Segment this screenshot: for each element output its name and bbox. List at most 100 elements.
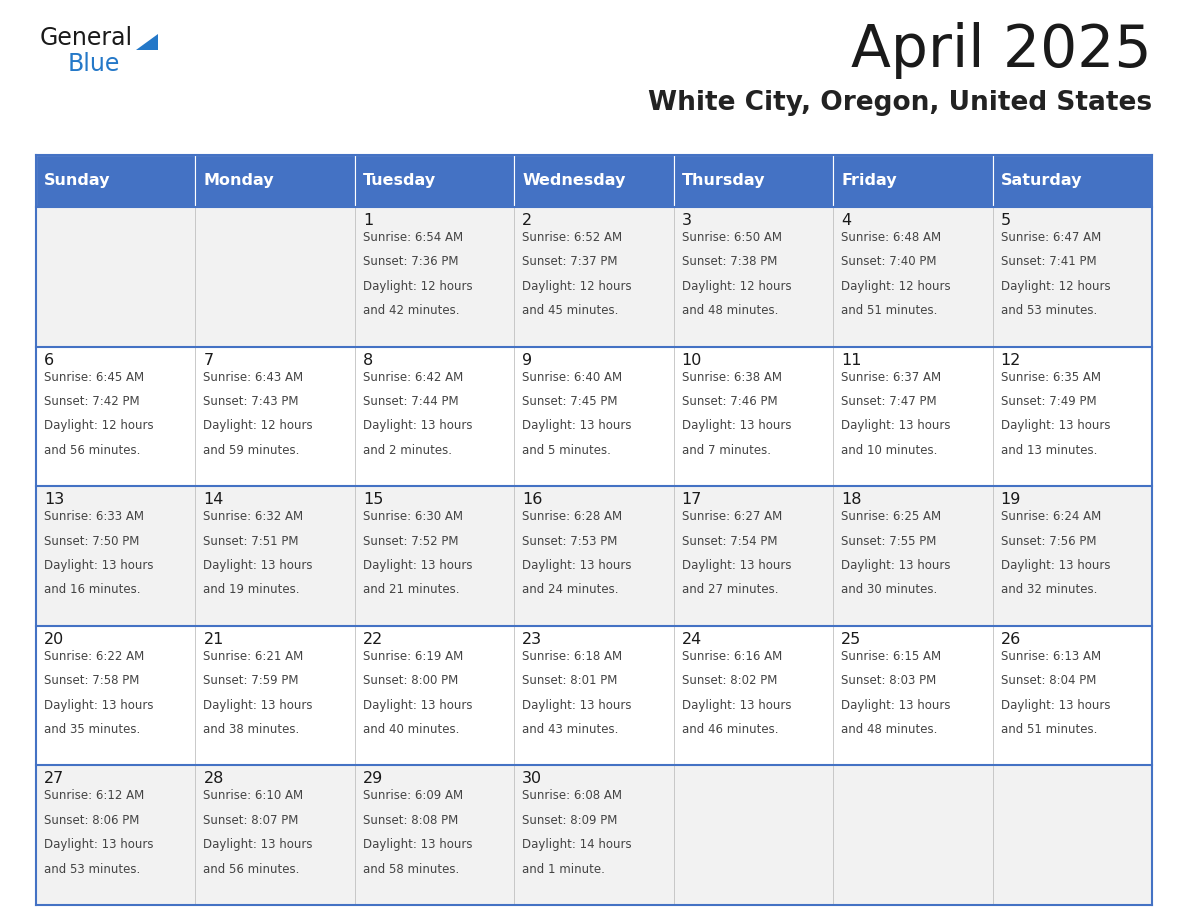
Text: Sunrise: 6:21 AM: Sunrise: 6:21 AM <box>203 650 304 663</box>
Bar <box>833 155 992 207</box>
Text: General: General <box>40 26 133 50</box>
Bar <box>674 155 833 207</box>
Bar <box>36 626 1152 766</box>
Text: Daylight: 12 hours: Daylight: 12 hours <box>1000 280 1111 293</box>
Text: Sunday: Sunday <box>44 174 110 188</box>
Text: Daylight: 12 hours: Daylight: 12 hours <box>44 420 153 432</box>
Text: 4: 4 <box>841 213 852 228</box>
Text: 9: 9 <box>523 353 532 367</box>
Text: and 13 minutes.: and 13 minutes. <box>1000 444 1097 457</box>
Text: Sunrise: 6:13 AM: Sunrise: 6:13 AM <box>1000 650 1101 663</box>
Text: and 51 minutes.: and 51 minutes. <box>1000 723 1097 736</box>
Text: Daylight: 13 hours: Daylight: 13 hours <box>362 838 473 851</box>
Text: 27: 27 <box>44 771 64 787</box>
Text: 21: 21 <box>203 632 223 647</box>
Text: Monday: Monday <box>203 174 274 188</box>
Text: 7: 7 <box>203 353 214 367</box>
Text: and 59 minutes.: and 59 minutes. <box>203 444 299 457</box>
Bar <box>36 766 1152 905</box>
Text: 3: 3 <box>682 213 691 228</box>
Text: 28: 28 <box>203 771 223 787</box>
Text: Friday: Friday <box>841 174 897 188</box>
Text: and 1 minute.: and 1 minute. <box>523 863 605 876</box>
Text: 24: 24 <box>682 632 702 647</box>
Text: Sunset: 8:09 PM: Sunset: 8:09 PM <box>523 814 618 827</box>
Text: Sunset: 8:01 PM: Sunset: 8:01 PM <box>523 674 618 688</box>
Text: Sunrise: 6:22 AM: Sunrise: 6:22 AM <box>44 650 144 663</box>
Text: and 46 minutes.: and 46 minutes. <box>682 723 778 736</box>
Text: 11: 11 <box>841 353 861 367</box>
Text: 19: 19 <box>1000 492 1020 508</box>
Bar <box>992 155 1152 207</box>
Text: Daylight: 13 hours: Daylight: 13 hours <box>362 420 473 432</box>
Text: Sunset: 7:45 PM: Sunset: 7:45 PM <box>523 395 618 408</box>
Bar <box>36 347 1152 487</box>
Text: and 7 minutes.: and 7 minutes. <box>682 444 771 457</box>
Text: Sunset: 7:46 PM: Sunset: 7:46 PM <box>682 395 777 408</box>
Text: and 56 minutes.: and 56 minutes. <box>203 863 299 876</box>
Text: and 38 minutes.: and 38 minutes. <box>203 723 299 736</box>
Text: Daylight: 13 hours: Daylight: 13 hours <box>841 420 950 432</box>
Text: Daylight: 13 hours: Daylight: 13 hours <box>682 420 791 432</box>
Text: Daylight: 13 hours: Daylight: 13 hours <box>1000 699 1110 711</box>
Text: Sunset: 7:43 PM: Sunset: 7:43 PM <box>203 395 299 408</box>
Text: Sunset: 7:41 PM: Sunset: 7:41 PM <box>1000 255 1097 268</box>
Text: Sunrise: 6:48 AM: Sunrise: 6:48 AM <box>841 231 941 244</box>
Text: 12: 12 <box>1000 353 1020 367</box>
Text: 25: 25 <box>841 632 861 647</box>
Bar <box>36 155 196 207</box>
Text: and 53 minutes.: and 53 minutes. <box>1000 304 1097 318</box>
Text: Sunrise: 6:28 AM: Sunrise: 6:28 AM <box>523 510 623 523</box>
Text: Sunrise: 6:52 AM: Sunrise: 6:52 AM <box>523 231 623 244</box>
Text: Sunset: 7:51 PM: Sunset: 7:51 PM <box>203 534 299 548</box>
Text: and 24 minutes.: and 24 minutes. <box>523 584 619 597</box>
Text: Daylight: 13 hours: Daylight: 13 hours <box>682 699 791 711</box>
Text: Daylight: 13 hours: Daylight: 13 hours <box>203 699 312 711</box>
Text: Sunset: 7:52 PM: Sunset: 7:52 PM <box>362 534 459 548</box>
Text: 6: 6 <box>44 353 55 367</box>
Text: Sunset: 7:53 PM: Sunset: 7:53 PM <box>523 534 618 548</box>
Text: and 21 minutes.: and 21 minutes. <box>362 584 460 597</box>
Text: and 5 minutes.: and 5 minutes. <box>523 444 611 457</box>
Text: 16: 16 <box>523 492 543 508</box>
Bar <box>355 155 514 207</box>
Text: Daylight: 13 hours: Daylight: 13 hours <box>1000 559 1110 572</box>
Text: 26: 26 <box>1000 632 1020 647</box>
Text: Sunset: 7:49 PM: Sunset: 7:49 PM <box>1000 395 1097 408</box>
Text: and 53 minutes.: and 53 minutes. <box>44 863 140 876</box>
Text: and 48 minutes.: and 48 minutes. <box>682 304 778 318</box>
Text: Sunrise: 6:54 AM: Sunrise: 6:54 AM <box>362 231 463 244</box>
Text: Sunset: 7:58 PM: Sunset: 7:58 PM <box>44 674 139 688</box>
Text: Daylight: 12 hours: Daylight: 12 hours <box>362 280 473 293</box>
Text: Sunrise: 6:35 AM: Sunrise: 6:35 AM <box>1000 371 1100 384</box>
Text: and 16 minutes.: and 16 minutes. <box>44 584 140 597</box>
Text: Sunrise: 6:50 AM: Sunrise: 6:50 AM <box>682 231 782 244</box>
Text: Sunset: 7:36 PM: Sunset: 7:36 PM <box>362 255 459 268</box>
Text: Sunset: 8:04 PM: Sunset: 8:04 PM <box>1000 674 1097 688</box>
Text: Sunrise: 6:08 AM: Sunrise: 6:08 AM <box>523 789 623 802</box>
Text: Sunrise: 6:38 AM: Sunrise: 6:38 AM <box>682 371 782 384</box>
Text: Sunset: 7:54 PM: Sunset: 7:54 PM <box>682 534 777 548</box>
Text: 22: 22 <box>362 632 383 647</box>
Text: Daylight: 13 hours: Daylight: 13 hours <box>44 559 153 572</box>
Text: Sunset: 7:44 PM: Sunset: 7:44 PM <box>362 395 459 408</box>
Text: Daylight: 13 hours: Daylight: 13 hours <box>523 559 632 572</box>
Text: and 2 minutes.: and 2 minutes. <box>362 444 451 457</box>
Text: Wednesday: Wednesday <box>523 174 626 188</box>
Text: Blue: Blue <box>68 52 120 76</box>
Text: 10: 10 <box>682 353 702 367</box>
Text: 5: 5 <box>1000 213 1011 228</box>
Text: Daylight: 13 hours: Daylight: 13 hours <box>1000 420 1110 432</box>
Text: Daylight: 13 hours: Daylight: 13 hours <box>44 838 153 851</box>
Text: Sunset: 7:50 PM: Sunset: 7:50 PM <box>44 534 139 548</box>
Text: Sunset: 7:56 PM: Sunset: 7:56 PM <box>1000 534 1097 548</box>
Text: and 56 minutes.: and 56 minutes. <box>44 444 140 457</box>
Text: Sunset: 7:40 PM: Sunset: 7:40 PM <box>841 255 936 268</box>
Text: Daylight: 13 hours: Daylight: 13 hours <box>203 559 312 572</box>
Text: April 2025: April 2025 <box>852 22 1152 79</box>
Text: Sunrise: 6:30 AM: Sunrise: 6:30 AM <box>362 510 463 523</box>
Text: White City, Oregon, United States: White City, Oregon, United States <box>647 90 1152 116</box>
Text: Daylight: 12 hours: Daylight: 12 hours <box>203 420 314 432</box>
Text: Sunrise: 6:47 AM: Sunrise: 6:47 AM <box>1000 231 1101 244</box>
Text: 20: 20 <box>44 632 64 647</box>
